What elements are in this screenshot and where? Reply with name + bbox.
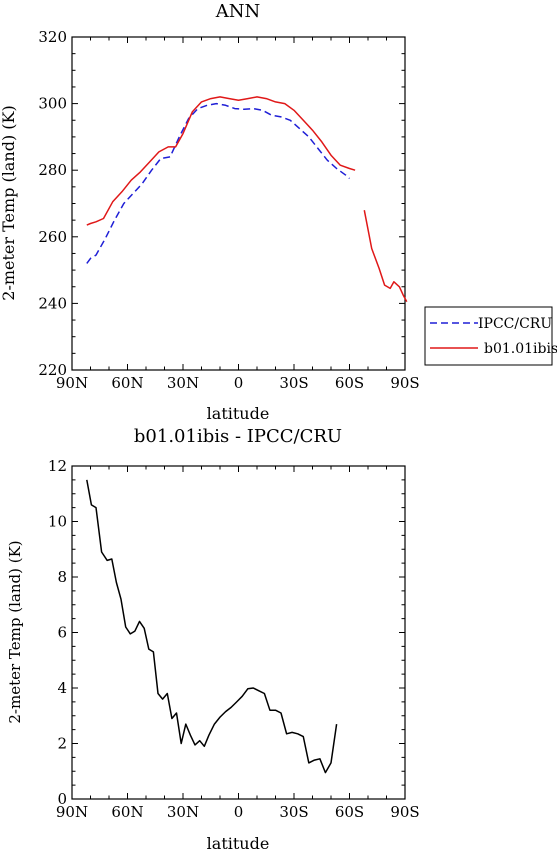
y-tick-label: 12 [48,457,67,475]
x-tick-label: 60N [111,803,143,821]
y-tick-label: 6 [57,624,67,642]
bottom-panel: b01.01ibis - IPCC/CRU 90N 60N 30N 0 30S 60S 90… [6,426,420,852]
y-tick-label: 300 [38,95,67,113]
top-tick-labels: 90N 60N 30N 0 30S 60S 90S 220 240 260 280 300 320 [38,28,419,392]
series-line-0-0 [86,102,350,264]
legend-label-ipcc: IPCC/CRU [478,316,552,332]
legend-label-ibis: b01.01ibis [484,341,557,357]
y-tick-label: 260 [38,228,67,246]
x-tick-label: 30S [279,803,308,821]
bottom-ticks [71,465,406,800]
x-tick-label: 90N [56,374,88,392]
x-tick-label: 0 [234,803,244,821]
top-ylabel: 2-meter Temp (land) (K) [0,105,18,300]
x-tick-label: 90S [390,803,419,821]
series-line-1-0 [86,479,338,774]
top-xlabel: latitude [207,404,270,423]
x-tick-label: 30S [279,374,308,392]
top-series [86,96,408,303]
bottom-tick-labels: 90N 60N 30N 0 30S 60S 90S 0 2 4 6 8 10 12 [48,457,420,821]
y-tick-label: 280 [38,161,67,179]
bottom-xlabel: latitude [207,834,270,852]
x-tick-label: 60N [111,374,143,392]
y-tick-label: 4 [57,679,67,697]
y-tick-label: 8 [57,568,67,586]
x-tick-label: 30N [167,803,199,821]
x-tick-label: 90N [56,803,88,821]
y-tick-label: 220 [38,361,67,379]
series-line-0-1 [86,96,356,226]
x-tick-label: 30N [167,374,199,392]
legend-box [424,306,553,366]
top-ticks [71,36,406,371]
top-plot-frame [71,36,406,371]
bottom-plot-frame [71,465,406,800]
y-tick-label: 240 [38,294,67,312]
x-tick-label: 90S [390,374,419,392]
bottom-series [86,479,338,774]
top-panel: ANN 90N 60N 30N 0 30S 60S 90S 220 240 260 280 300 32… [0,1,420,423]
y-tick-label: 10 [48,513,67,531]
bottom-title: b01.01ibis - IPCC/CRU [134,426,342,447]
y-tick-label: 0 [57,790,67,808]
x-tick-label: 60S [335,374,364,392]
legend: IPCC/CRU b01.01ibis [424,306,557,366]
y-tick-label: 320 [38,28,67,46]
y-tick-label: 2 [57,735,67,753]
top-title: ANN [215,1,261,22]
bottom-ylabel: 2-meter Temp (land) (K) [6,540,24,723]
series-line-0-1 [363,210,408,303]
x-tick-label: 60S [335,803,364,821]
x-tick-label: 0 [234,374,244,392]
